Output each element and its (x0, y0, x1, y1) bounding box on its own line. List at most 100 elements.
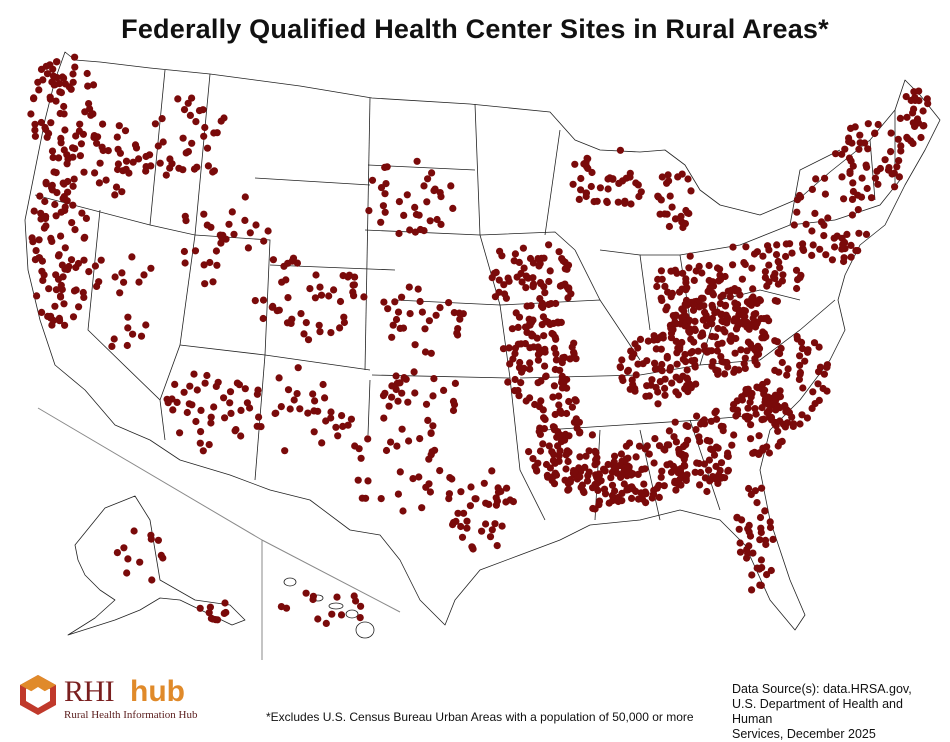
fqhc-site-dot (763, 443, 771, 451)
fqhc-site-dot (368, 176, 377, 184)
fqhc-site-dot (424, 416, 432, 424)
fqhc-site-dot (700, 416, 708, 424)
fqhc-site-dot (551, 469, 559, 477)
logo-wordmark-hub: hub (130, 675, 185, 708)
fqhc-site-dot (760, 415, 768, 423)
fqhc-site-dot (411, 389, 419, 397)
fqhc-site-dot (418, 504, 426, 512)
fqhc-site-dot (717, 311, 725, 319)
fqhc-site-dot (808, 404, 816, 412)
fqhc-site-dot (151, 120, 159, 128)
fqhc-site-dot (317, 291, 326, 299)
fqhc-site-dot (871, 174, 880, 182)
fqhc-site-dot (522, 284, 530, 292)
fqhc-site-dot (226, 388, 235, 396)
fqhc-site-dot (379, 202, 387, 210)
fqhc-site-dot (277, 403, 285, 411)
fqhc-site-dot (647, 381, 655, 389)
fqhc-site-dot (445, 490, 453, 498)
fqhc-site-dot (614, 198, 622, 206)
fqhc-site-dot (657, 473, 665, 481)
fqhc-site-dot (39, 276, 47, 284)
fqhc-site-dot (895, 157, 903, 165)
fqhc-site-dot (493, 542, 501, 550)
fqhc-site-dot (142, 152, 150, 161)
fqhc-site-dot (425, 480, 433, 488)
fqhc-site-dot (687, 349, 695, 357)
fqhc-site-dot (730, 401, 738, 409)
fqhc-site-dot (685, 209, 693, 218)
fqhc-site-dot (855, 145, 863, 153)
fqhc-site-dot (718, 422, 726, 431)
fqhc-site-dot (57, 281, 65, 289)
fqhc-site-dot (534, 356, 543, 364)
fqhc-site-dot (653, 282, 661, 291)
fqhc-site-dot (605, 499, 613, 507)
fqhc-site-dot (810, 339, 819, 347)
fqhc-site-dot (603, 198, 611, 207)
fqhc-site-dot (545, 300, 553, 309)
logo-wordmark-rhi: RHI (64, 675, 115, 708)
fqhc-site-dot (679, 269, 687, 277)
fqhc-site-dot (536, 279, 545, 287)
fqhc-site-dot (577, 186, 585, 194)
fqhc-site-dot (730, 431, 738, 439)
fqhc-site-dot (745, 542, 753, 550)
fqhc-site-dot (440, 386, 448, 394)
fqhc-site-dot (64, 188, 72, 196)
fqhc-site-dot (97, 256, 105, 264)
fqhc-site-dot (885, 164, 893, 172)
fqhc-site-dot (179, 166, 187, 174)
fqhc-site-dot (302, 319, 310, 327)
fqhc-site-dot (627, 200, 635, 208)
fqhc-site-dot (746, 532, 755, 540)
fqhc-site-dot (705, 261, 713, 270)
fqhc-site-dot (765, 261, 773, 269)
fqhc-site-dot (654, 388, 662, 396)
fqhc-site-dot (83, 69, 91, 78)
fqhc-site-dot (311, 397, 319, 405)
fqhc-site-dot (666, 366, 674, 374)
fqhc-site-dot (398, 425, 406, 433)
fqhc-site-dot (385, 402, 393, 410)
fqhc-site-dot (575, 195, 583, 203)
fqhc-site-dot (577, 174, 585, 183)
fqhc-site-dot (95, 179, 103, 187)
fqhc-site-dot (772, 406, 780, 414)
fqhc-site-dot (796, 361, 804, 369)
fqhc-site-dot (861, 139, 869, 147)
fqhc-site-dot (632, 487, 640, 495)
fqhc-site-dot (78, 209, 86, 217)
fqhc-site-dot (309, 390, 317, 398)
fqhc-site-dot (707, 417, 715, 425)
fqhc-site-dot (746, 299, 754, 307)
fqhc-site-dot (437, 193, 445, 201)
fqhc-site-dot (110, 335, 118, 343)
fqhc-site-dot (193, 386, 201, 394)
fqhc-site-dot (572, 397, 580, 405)
fqhc-site-dot (571, 160, 579, 168)
fqhc-site-dot (761, 507, 769, 515)
fqhc-site-dot (213, 261, 221, 269)
fqhc-site-dot (752, 410, 760, 418)
fqhc-site-dot (753, 499, 761, 507)
fqhc-site-dot (724, 449, 732, 457)
fqhc-site-dot (503, 484, 511, 492)
fqhc-site-dot (463, 524, 471, 532)
fqhc-site-dot (42, 222, 50, 230)
fqhc-site-dot (709, 278, 717, 286)
fqhc-site-dot (112, 183, 121, 191)
fqhc-site-dot (63, 151, 71, 159)
fqhc-site-dot (744, 385, 752, 393)
fqhc-site-dot (542, 460, 551, 469)
fqhc-site-dot (58, 261, 66, 269)
fqhc-site-dot (184, 99, 192, 107)
fqhc-site-dot (403, 191, 411, 199)
fqhc-site-dot (784, 407, 792, 415)
fqhc-site-dot (622, 442, 631, 450)
fqhc-site-dot (540, 332, 548, 340)
fqhc-site-dot (841, 145, 849, 153)
fqhc-site-dot (771, 337, 779, 345)
fqhc-site-dot (774, 427, 782, 435)
fqhc-site-dot (205, 441, 213, 449)
